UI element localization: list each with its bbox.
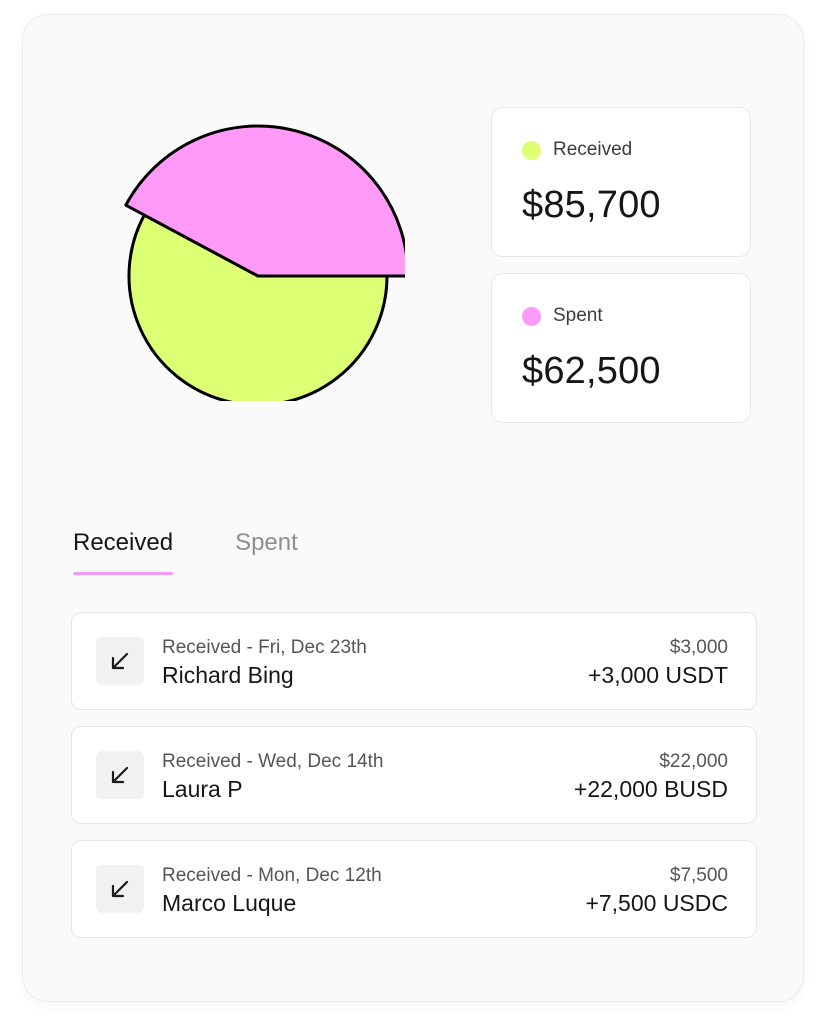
summary-card: Received $85,700 Spent $62,500 Received … [22, 14, 804, 1002]
transaction-row[interactable]: Received - Wed, Dec 14th Laura P $22,000… [71, 726, 757, 824]
arrow-down-left-icon [96, 751, 144, 799]
received-stat-card: Received $85,700 [491, 107, 751, 257]
pie-chart-svg [124, 124, 405, 401]
pie-slice-received [127, 213, 389, 401]
received-legend: Received [522, 139, 632, 161]
received-label: Received [553, 139, 633, 160]
transaction-meta: Received - Mon, Dec 12th [162, 865, 382, 886]
transaction-name: Marco Luque [162, 890, 297, 916]
transaction-name: Laura P [162, 776, 243, 802]
transaction-usd: $7,500 [669, 865, 728, 886]
transaction-name: Richard Bing [162, 662, 294, 688]
transaction-usd: $3,000 [669, 637, 728, 658]
tab-spent[interactable]: Spent [235, 529, 298, 556]
tab-received[interactable]: Received [73, 529, 174, 575]
spent-stat-card: Spent $62,500 [491, 273, 751, 423]
transaction-token-amount: +7,500 USDC [585, 890, 728, 916]
tab-bar: Received Spent [73, 529, 360, 575]
transaction-row[interactable]: Received - Mon, Dec 12th Marco Luque $7,… [71, 840, 757, 938]
pie-chart [105, 111, 405, 401]
arrow-down-left-icon [96, 865, 144, 913]
spent-legend: Spent [522, 305, 603, 327]
pie-slice-spent [124, 124, 405, 278]
transaction-meta: Received - Wed, Dec 14th [162, 751, 384, 772]
spent-dot-icon [522, 306, 541, 326]
transaction-row[interactable]: Received - Fri, Dec 23th Richard Bing $3… [71, 612, 757, 710]
transaction-token-amount: +22,000 BUSD [573, 776, 728, 802]
transaction-meta: Received - Fri, Dec 23th [162, 637, 367, 658]
spent-label: Spent [553, 305, 603, 326]
transaction-token-amount: +3,000 USDT [588, 662, 728, 688]
arrow-down-left-icon [96, 637, 144, 685]
transaction-usd: $22,000 [659, 751, 728, 772]
received-dot-icon [522, 140, 541, 160]
spent-amount: $62,500 [522, 350, 661, 392]
received-amount: $85,700 [522, 184, 661, 226]
